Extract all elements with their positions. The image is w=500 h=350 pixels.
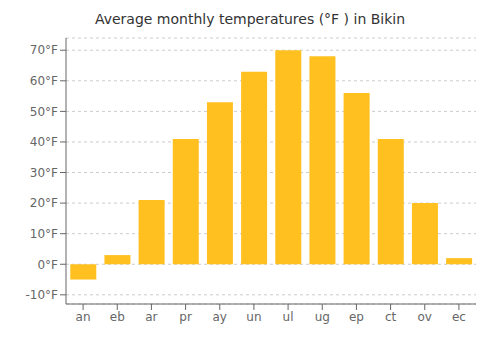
svg-text:20°F: 20°F bbox=[30, 196, 58, 210]
svg-text:ul: ul bbox=[283, 310, 294, 324]
svg-text:10°F: 10°F bbox=[30, 227, 58, 241]
svg-text:50°F: 50°F bbox=[30, 105, 58, 119]
svg-text:60°F: 60°F bbox=[30, 74, 58, 88]
svg-text:ay: ay bbox=[213, 310, 227, 324]
svg-text:un: un bbox=[246, 310, 261, 324]
svg-text:-10°F: -10°F bbox=[25, 288, 58, 302]
svg-text:an: an bbox=[76, 310, 91, 324]
svg-text:pr: pr bbox=[179, 310, 192, 324]
svg-text:ov: ov bbox=[418, 310, 432, 324]
svg-text:ec: ec bbox=[452, 310, 466, 324]
svg-text:ar: ar bbox=[145, 310, 157, 324]
svg-text:0°F: 0°F bbox=[37, 258, 58, 272]
svg-text:40°F: 40°F bbox=[30, 135, 58, 149]
svg-text:ug: ug bbox=[315, 310, 330, 324]
svg-text:ep: ep bbox=[349, 310, 364, 324]
svg-text:30°F: 30°F bbox=[30, 166, 58, 180]
svg-text:70°F: 70°F bbox=[30, 43, 58, 57]
svg-text:eb: eb bbox=[110, 310, 125, 324]
html-text:Average monthly temperatures (: Average monthly temperatures (°F ) in Bi… bbox=[94, 11, 406, 27]
svg-text:ct: ct bbox=[385, 310, 397, 324]
